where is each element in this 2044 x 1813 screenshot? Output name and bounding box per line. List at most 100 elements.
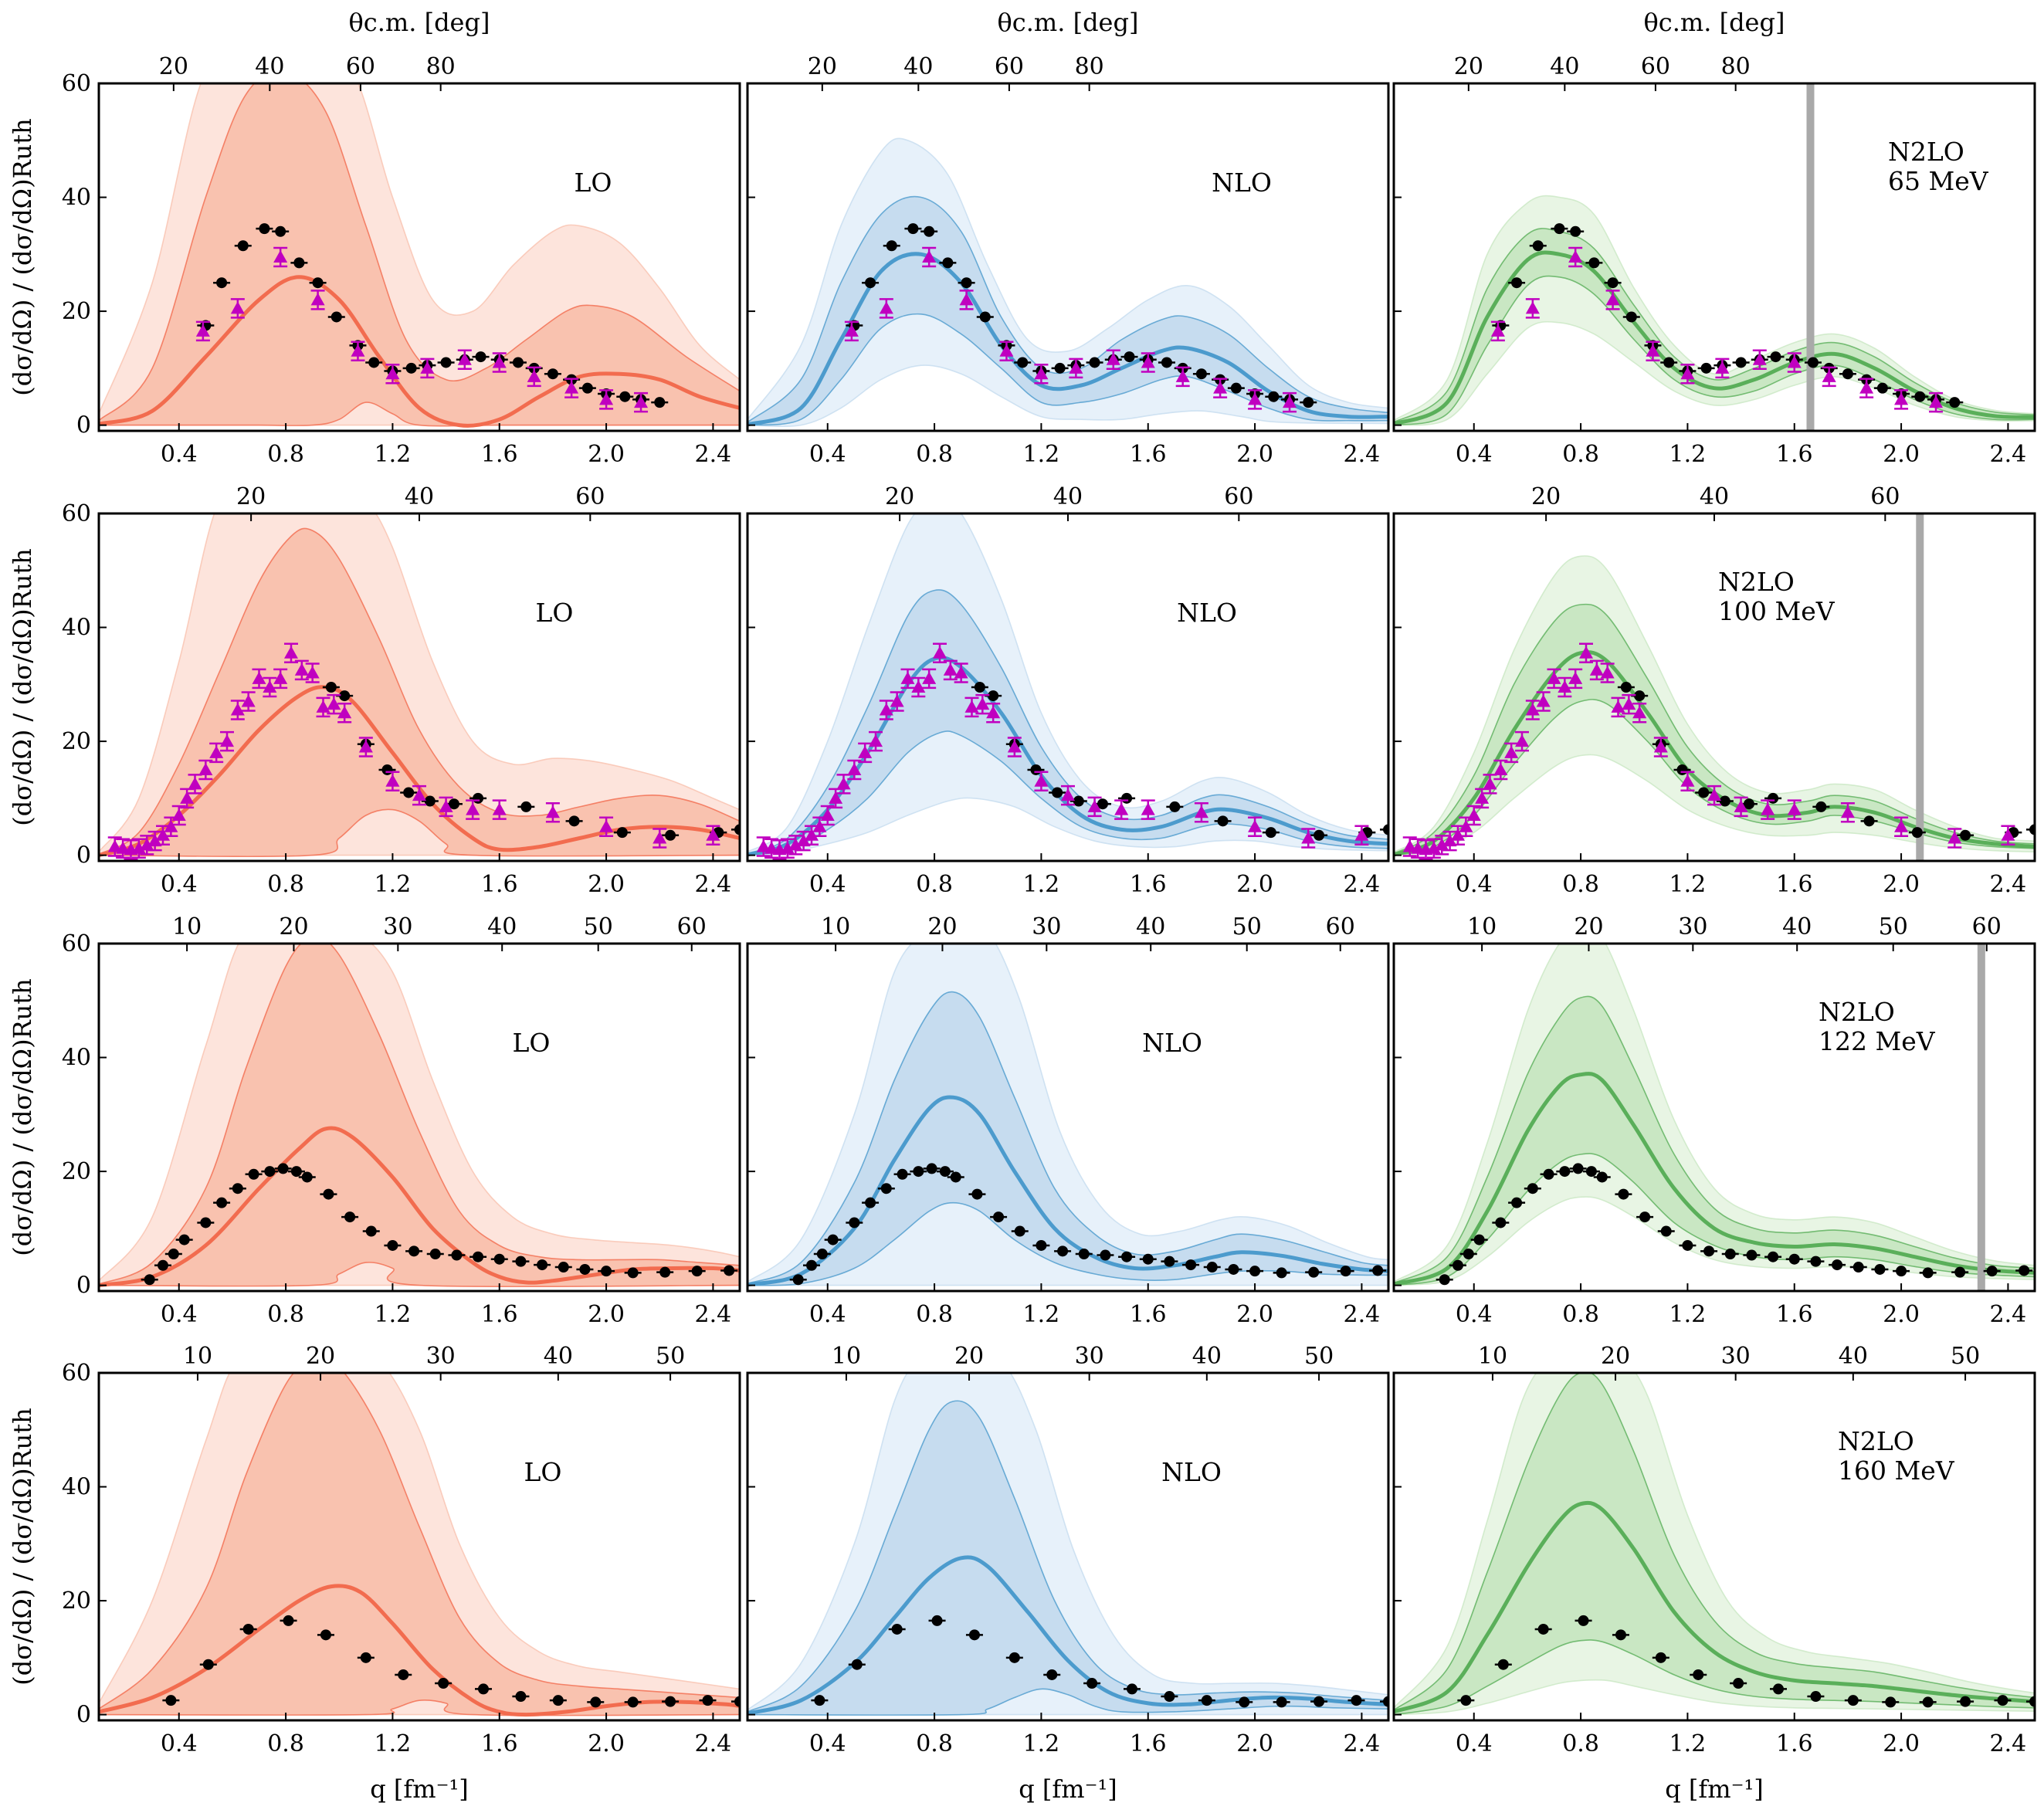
data-point-magenta [812, 819, 827, 832]
top-tick-label: 40 [255, 53, 284, 80]
data-point-magenta [1515, 734, 1529, 747]
data-point-black [1228, 1263, 1239, 1275]
y-tick-label: 60 [62, 1360, 91, 1387]
data-point-magenta [1069, 361, 1083, 374]
data-point-black [974, 682, 985, 693]
data-point-black [403, 787, 415, 798]
data-point-magenta [975, 697, 990, 710]
top-axis-title: θc.m. [deg] [998, 8, 1139, 37]
outer-uncertainty-band-upper-edge [99, 944, 740, 1282]
panel-r2-nlo: 0.4 0.8 1.2 1.6 2.0 2.4 20 40 60 NLO [746, 483, 1390, 898]
data-point-black [891, 1623, 903, 1635]
inner-uncertainty-band-lower-edge [99, 402, 740, 427]
data-point-black [1073, 795, 1084, 807]
data-point-magenta [1442, 834, 1457, 847]
data-point-black [178, 1234, 190, 1245]
top-tick-label: 10 [832, 1343, 861, 1370]
data-point-magenta [1114, 802, 1129, 815]
x-tick-label: 2.0 [1883, 441, 1920, 468]
data-point-magenta [922, 250, 937, 263]
top-tick-label: 30 [1075, 1343, 1104, 1370]
data-point-magenta [1600, 666, 1615, 679]
data-point-magenta [986, 706, 1001, 719]
data-point-black [1239, 1696, 1250, 1708]
data-point-black [144, 1274, 155, 1286]
data-point-magenta [922, 671, 937, 684]
data-point-black [1874, 1263, 1886, 1275]
y-axis-title: (dσ/dΩ) / (dσ/dΩ)Ruth [8, 118, 37, 395]
data-point-black [424, 795, 436, 807]
central-curve [747, 1555, 1388, 1716]
data-point-black [451, 1249, 463, 1261]
data-point-black [1960, 1696, 1971, 1707]
data-point-black [1164, 1691, 1175, 1703]
cutoff-marker [1977, 944, 1985, 1291]
y-axis-title: (dσ/dΩ) / (dσ/dΩ)Ruth [8, 978, 37, 1256]
top-tick-label: 30 [1032, 913, 1061, 940]
y-tick-label: 20 [62, 1588, 91, 1615]
x-tick-label: 2.0 [588, 441, 625, 468]
data-point-black [1724, 1249, 1736, 1260]
x-tick-label: 0.8 [916, 1301, 953, 1328]
data-point-black [1788, 1253, 1800, 1265]
data-point-black [627, 1696, 639, 1708]
data-point-magenta [1707, 788, 1721, 801]
data-point-black [1308, 1266, 1320, 1278]
inner-uncertainty-band-upper-edge [747, 589, 1388, 855]
data-point-black [1703, 1245, 1715, 1257]
data-point-black [552, 1695, 564, 1706]
x-tick-label: 1.6 [1130, 1730, 1167, 1757]
x-tick-label: 0.4 [1456, 441, 1493, 468]
data-point-black [1588, 257, 1600, 269]
top-tick-label: 60 [575, 483, 605, 510]
plot-area [747, 1373, 1388, 1716]
data-point-black [202, 1659, 214, 1670]
y-tick-label: 0 [76, 1702, 91, 1729]
data-point-magenta [1547, 671, 1561, 684]
data-point-black [1620, 682, 1632, 693]
data-point-magenta [1483, 777, 1497, 790]
panel-r3-lo: 0.4 0.8 1.2 1.6 2.0 2.4 10 20 30 40 50 60 0 20 40 60 LO [62, 913, 741, 1328]
x-tick-label: 1.6 [1776, 1730, 1813, 1757]
data-point-magenta [1947, 831, 1962, 844]
central-curve [99, 1584, 740, 1717]
data-point-black [1206, 1262, 1218, 1273]
y-axis-title: (dσ/dΩ) / (dσ/dΩ)Ruth [8, 1408, 37, 1685]
panel-r1-nlo: 0.4 0.8 1.2 1.6 2.0 2.4 20 40 60 80 NLO [746, 53, 1390, 468]
data-point-black [1770, 351, 1781, 363]
outer-uncertainty-band-upper-edge [1394, 555, 2035, 853]
data-point-magenta [527, 369, 541, 382]
data-point-magenta [492, 802, 507, 815]
data-point-black [330, 311, 342, 323]
data-point-black [216, 277, 228, 289]
data-point-magenta [273, 671, 288, 684]
data-point-magenta [2001, 828, 2015, 841]
data-point-black [1807, 357, 1819, 368]
inner-uncertainty-band [747, 589, 1388, 856]
data-point-black [320, 1629, 331, 1641]
inner-uncertainty-band [1394, 228, 2035, 425]
data-point-black [1655, 1652, 1666, 1663]
data-point-magenta [879, 703, 893, 716]
data-point-black [1810, 1691, 1822, 1703]
data-point-black [1607, 277, 1619, 289]
data-point-magenta [1106, 352, 1120, 365]
data-point-black [1054, 362, 1066, 374]
data-point-black [988, 690, 999, 702]
data-point-magenta [195, 324, 210, 337]
x-tick-label: 1.6 [481, 1301, 518, 1328]
x-tick-label: 0.4 [809, 441, 846, 468]
data-point-magenta [466, 802, 480, 815]
central-curve [1394, 1072, 2035, 1286]
data-point-magenta [327, 697, 341, 710]
data-point-black [1008, 1652, 1020, 1663]
energy-label: 100 MeV [1718, 596, 1836, 626]
top-tick-label: 20 [954, 1343, 984, 1370]
data-point-black [590, 1696, 602, 1708]
top-tick-label: 20 [1531, 483, 1561, 510]
data-point-black [1383, 1696, 1388, 1707]
data-point-magenta [796, 834, 811, 847]
x-tick-label: 1.2 [1669, 1301, 1707, 1328]
